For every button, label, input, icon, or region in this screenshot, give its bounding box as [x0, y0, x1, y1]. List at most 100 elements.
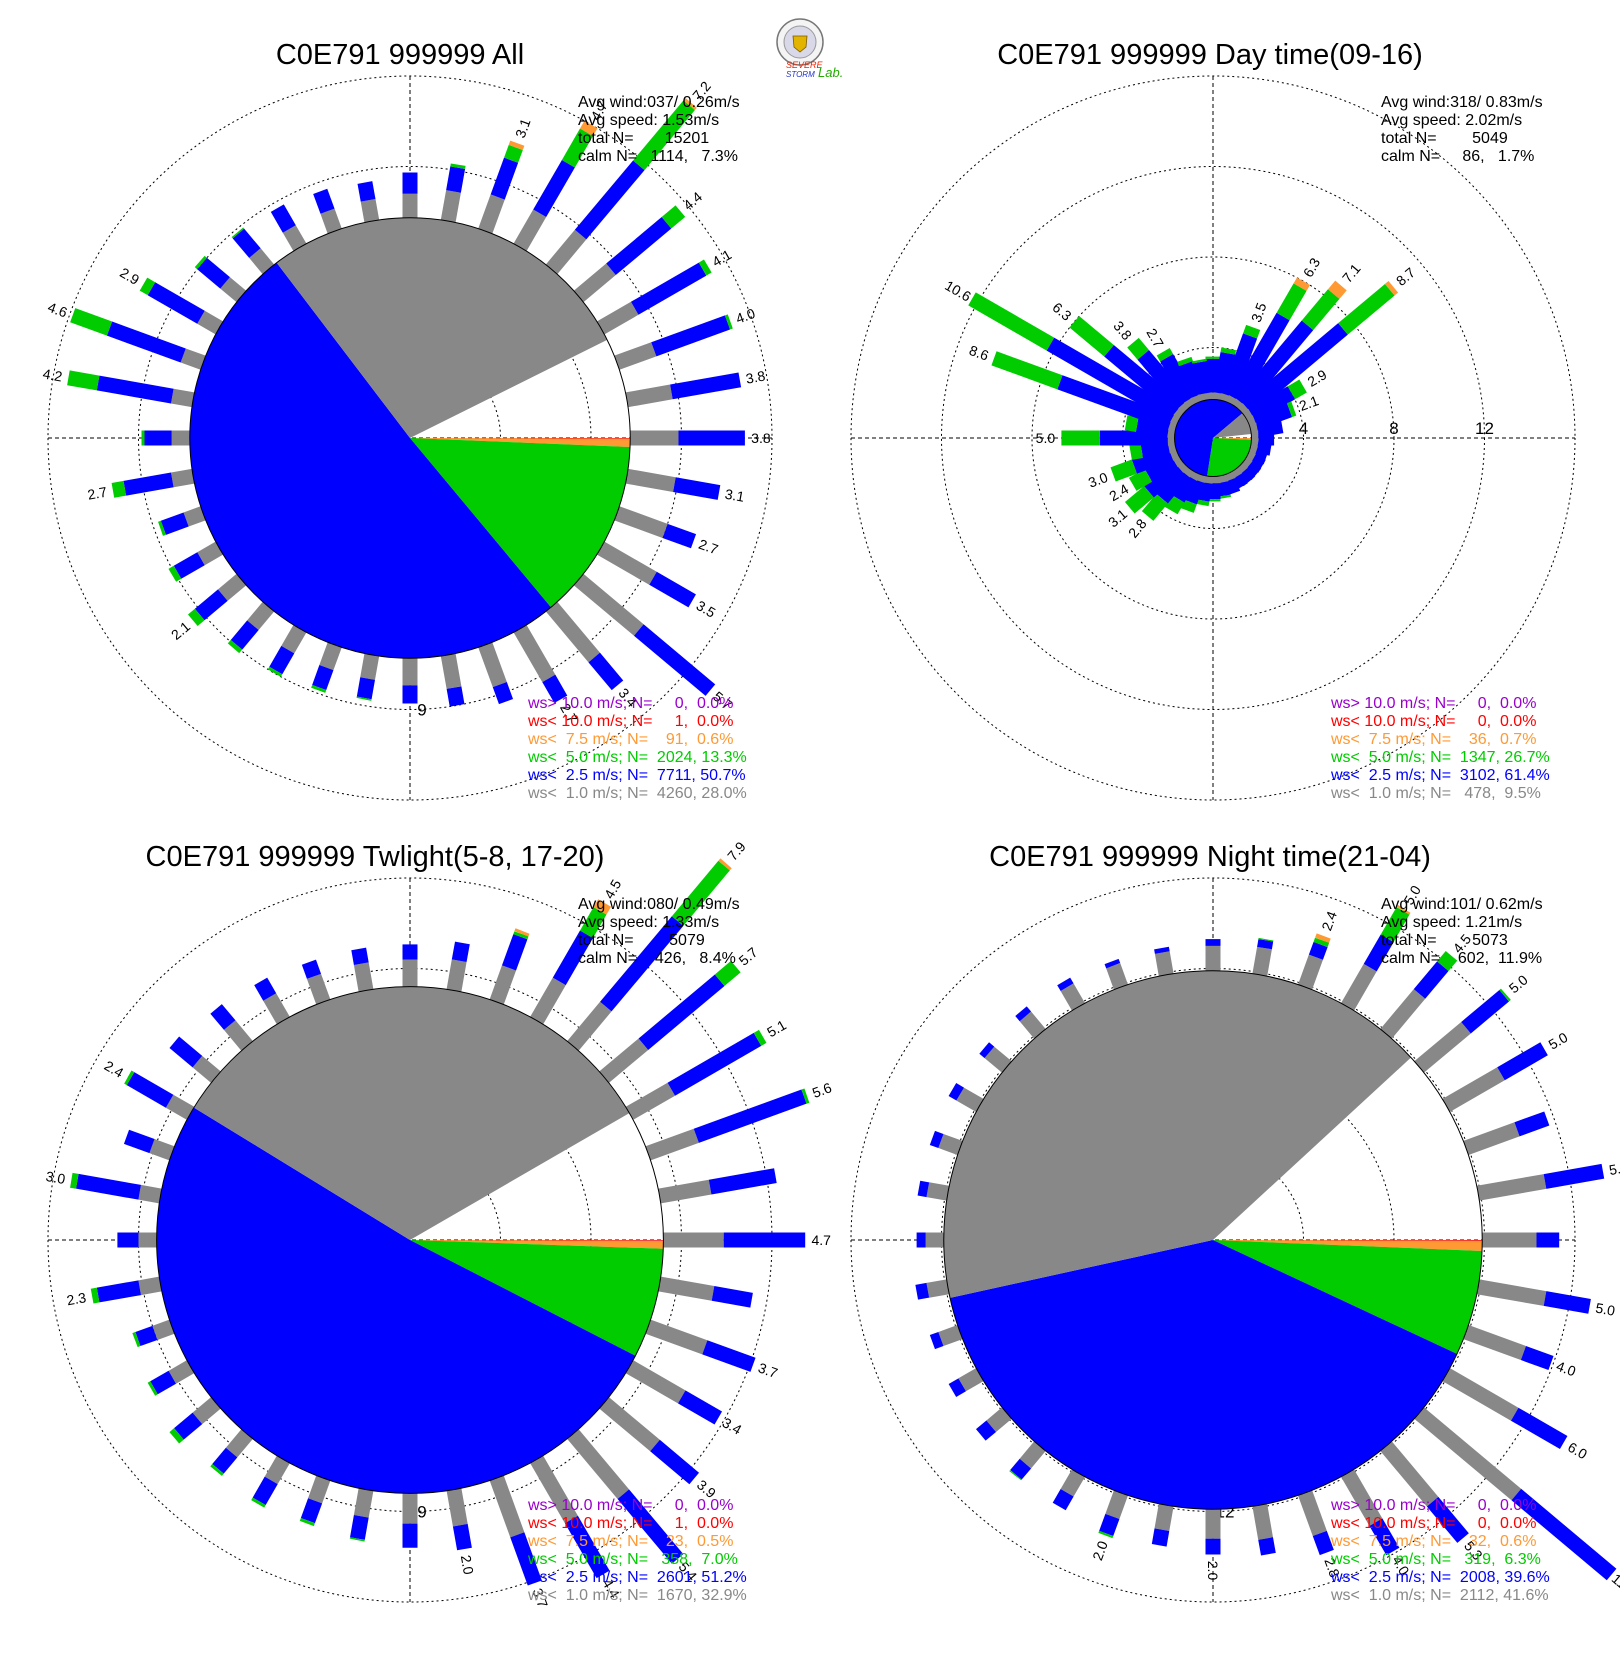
bar-segment-lt5: [169, 1428, 184, 1444]
rose-bar: [1154, 946, 1174, 977]
bar-segment-lt5: [1141, 493, 1168, 521]
bar-segment-lt5: [210, 1464, 224, 1476]
bar-segment-lt1: [1463, 1325, 1526, 1361]
bar-segment-lt7_5: [593, 899, 612, 915]
rose-bar: [573, 205, 686, 303]
legend-entry-gt10: ws> 10.0 m/s; N= 0, 0.0%: [1330, 695, 1536, 712]
bar-segment-lt2_5: [1213, 352, 1236, 395]
rose-bar: [1476, 1279, 1591, 1314]
bar-segment-lt1: [197, 310, 224, 335]
stats-line: total N= 5073: [1381, 932, 1508, 949]
bar-segment-lt1: [573, 263, 616, 303]
bar-segment-lt5: [561, 128, 593, 168]
bar-total-label: 3.1: [724, 486, 746, 505]
bar-total-label: 4.0: [734, 305, 758, 327]
logo-text-lab: Lab.: [818, 65, 843, 80]
pie-slice-lt7_5: [1213, 1240, 1483, 1251]
rose-bar: [349, 1488, 374, 1542]
bar-segment-lt2_5: [300, 1498, 323, 1524]
bar-segment-lt2_5: [633, 624, 716, 696]
bar-segment-lt2_5: [667, 1032, 762, 1096]
bar-segment-lt5: [724, 314, 733, 330]
bar-segment-lt2_5: [1144, 461, 1184, 498]
bar-segment-lt1: [183, 506, 206, 527]
rose-bar: [658, 1276, 753, 1308]
bar-segment-lt2_5: [1171, 473, 1197, 503]
rose-bar: [545, 97, 697, 275]
rose-bar: [147, 1360, 195, 1396]
pie-slice-lt10: [1213, 1240, 1483, 1241]
pie-slice-lt5: [1207, 438, 1252, 477]
bar-segment-lt2_5: [254, 977, 277, 1001]
bar-segment-lt1: [217, 573, 247, 601]
rose-bar: [169, 1397, 221, 1444]
rose-bar: [1463, 1111, 1550, 1155]
wind-rose-panel-4: C0E791 999999 Night time(21-04)48122.45.…: [850, 841, 1620, 1604]
bar-segment-lt1: [513, 624, 556, 683]
bar-segment-lt1: [567, 1001, 612, 1051]
legend-entry-lt1: ws< 1.0 m/s; N= 4260, 28.0%: [527, 785, 747, 802]
bar-total-label: 3.7: [756, 1359, 780, 1381]
bar-segment-lt5: [450, 163, 466, 169]
bar-segment-lt2_5: [252, 1476, 278, 1506]
bar-segment-lt2_5: [948, 1083, 965, 1101]
bar-segment-lt1: [282, 225, 307, 252]
bar-segment-lt2_5: [1426, 1496, 1469, 1543]
bar-segment-lt1: [658, 1179, 712, 1204]
bar-segment-lt2_5: [1363, 934, 1394, 972]
bar-segment-lt2_5: [1154, 946, 1170, 954]
rose-bar: [1380, 950, 1458, 1039]
rose-bar: [356, 653, 380, 701]
bar-segment-lt2_5: [1104, 958, 1121, 969]
bar-segment-lt2_5: [1257, 939, 1274, 950]
rose-bar: [929, 1325, 963, 1350]
bar-segment-lt2_5: [564, 1515, 610, 1579]
bar-segment-lt1: [168, 1360, 195, 1384]
bar-segment-lt2_5: [96, 375, 174, 404]
ring-label: 8: [1389, 419, 1398, 438]
pie-slice-lt7_5: [410, 1240, 664, 1249]
rose-bar: [227, 601, 275, 654]
rose-bar: [513, 120, 598, 252]
bar-segment-lt2_5: [126, 1072, 174, 1108]
bar-segment-lt2_5: [174, 1412, 203, 1440]
bar-segment-lt2_5: [269, 645, 295, 675]
rose-bar: [123, 1129, 175, 1161]
bar-segment-lt5: [168, 565, 182, 582]
bar-total-label: 3.5: [1248, 300, 1270, 324]
bar-segment-lt5: [187, 608, 205, 627]
rose-bar: [70, 1172, 162, 1204]
bar-segment-lt2_5: [1213, 481, 1231, 498]
legend-entry-lt10: ws< 10.0 m/s; N= 0, 0.0%: [1330, 1515, 1536, 1532]
bar-segment-lt2_5: [357, 181, 376, 202]
rose-bar: [596, 541, 696, 608]
wind-rose-panels: C0E791 999999 All3693.14.77.24.44.14.03.…: [42, 39, 1620, 1610]
bar-segment-lt1: [1414, 1021, 1471, 1073]
bar-segment-lt1: [319, 642, 342, 671]
bar-total-label: 3.5: [694, 597, 719, 621]
bar-total-label: 4.7: [811, 1232, 831, 1248]
bar-segment-lt2_5: [1308, 941, 1328, 960]
bar-segment-lt5: [579, 907, 607, 939]
bar-segment-lt5: [311, 684, 327, 693]
stats-line: Avg wind:318/ 0.83m/s: [1381, 94, 1543, 111]
bar-segment-lt7_5: [514, 928, 530, 937]
bar-segment-lt2_5: [1057, 977, 1074, 991]
bar-segment-lt2_5: [501, 934, 528, 971]
pie-slice-lt5: [410, 438, 631, 608]
bar-segment-lt2_5: [533, 159, 575, 218]
legend-entry-lt5: ws< 5.0 m/s; N= 1347, 26.7%: [1330, 749, 1550, 766]
rose-bar: [210, 1429, 253, 1476]
bar-segment-lt1: [180, 348, 206, 370]
bar-total-label: 3.0: [45, 1168, 67, 1187]
rose-bar: [440, 653, 465, 707]
rose-bar: [567, 1429, 684, 1564]
bar-segment-lt2_5: [677, 1390, 723, 1425]
bar-segment-lt2_5: [313, 188, 335, 214]
calm-circle: [189, 217, 631, 659]
bar-segment-lt1: [353, 1488, 374, 1518]
bar-segment-lt1: [138, 1276, 162, 1296]
bar-segment-lt5: [1380, 907, 1410, 943]
rose-bar: [1476, 1163, 1605, 1201]
rose-bar: [1298, 933, 1331, 990]
